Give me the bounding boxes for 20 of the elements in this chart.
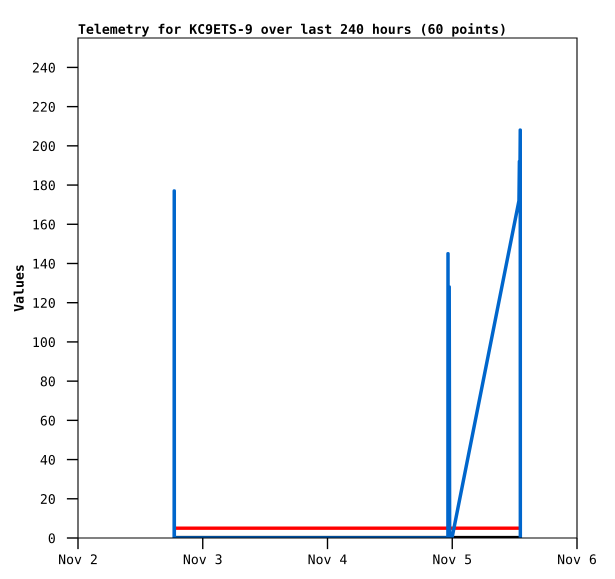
y-tick-label: 200	[32, 141, 55, 152]
y-tick-label: 60	[40, 416, 55, 426]
y-tick-label: 160	[34, 220, 55, 230]
x-tick-label: Nov 6	[558, 554, 596, 564]
y-tick-label: 120	[34, 298, 55, 308]
y-tick-label: 20	[40, 494, 55, 504]
y-tick-label: 220	[32, 102, 55, 112]
y-tick-label: 140	[34, 258, 55, 269]
y-tick-label: 0	[48, 533, 55, 544]
y-tick-label: 100	[34, 337, 55, 348]
x-tick-label: Nov 4	[308, 554, 347, 564]
x-tick-label: Nov 5	[433, 554, 472, 564]
y-tick-label: 40	[40, 454, 55, 465]
x-tick-label: Nov 2	[59, 554, 97, 564]
y-tick-label: 180	[34, 180, 55, 190]
y-axis-title: Values	[14, 265, 24, 312]
y-tick-label: 80	[40, 376, 55, 386]
chart-title: Telemetry for KC9ETS-9 over last 240 hours (60 points)	[78, 23, 504, 37]
x-tick-label: Nov 3	[184, 554, 222, 564]
y-tick-label: 240	[32, 62, 55, 73]
